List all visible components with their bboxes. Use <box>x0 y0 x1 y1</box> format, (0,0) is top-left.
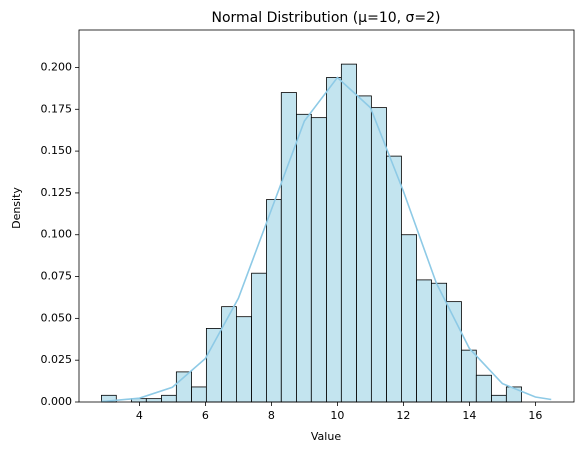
kde-line <box>101 76 552 403</box>
bar <box>386 155 402 403</box>
y-tick-label: 0.150 <box>41 144 73 157</box>
x-tick-label: 14 <box>462 409 476 422</box>
y-tick-label: 0.075 <box>41 270 73 283</box>
x-tick-label: 4 <box>136 409 143 422</box>
bar <box>191 386 207 403</box>
bar <box>491 394 507 403</box>
bar <box>296 113 312 403</box>
y-axis-label: Density <box>10 187 23 229</box>
bar <box>475 374 492 403</box>
bar <box>356 95 372 403</box>
y-tick-label: 0.200 <box>41 60 73 73</box>
bar <box>221 306 237 403</box>
x-axis-label: Value <box>311 430 341 443</box>
y-tick-label: 0.100 <box>41 228 73 241</box>
bar <box>236 316 252 403</box>
bar <box>310 117 327 403</box>
bar <box>266 199 282 403</box>
bar <box>340 63 357 403</box>
bar <box>280 92 297 403</box>
bar <box>251 272 267 403</box>
bar <box>326 77 342 403</box>
y-tick-label: 0.000 <box>41 395 73 408</box>
bar <box>161 394 177 403</box>
x-tick-label: 6 <box>202 409 209 422</box>
bar <box>431 282 448 403</box>
bar <box>370 107 387 403</box>
bar <box>461 349 477 403</box>
y-tick-label: 0.050 <box>41 311 73 324</box>
bar <box>505 386 522 403</box>
bar <box>416 279 432 403</box>
plot-frame <box>78 29 575 403</box>
bar <box>205 328 222 403</box>
bar <box>401 234 417 403</box>
bar <box>145 398 162 403</box>
y-tick-label: 0.125 <box>41 186 73 199</box>
x-tick-label: 8 <box>268 409 275 422</box>
chart-title: Normal Distribution (μ=10, σ=2) <box>211 10 440 26</box>
x-tick-label: 10 <box>330 409 344 422</box>
x-tick-label: 16 <box>528 409 542 422</box>
x-tick-label: 12 <box>396 409 410 422</box>
y-tick-label: 0.025 <box>41 353 73 366</box>
y-tick-label: 0.175 <box>41 102 73 115</box>
